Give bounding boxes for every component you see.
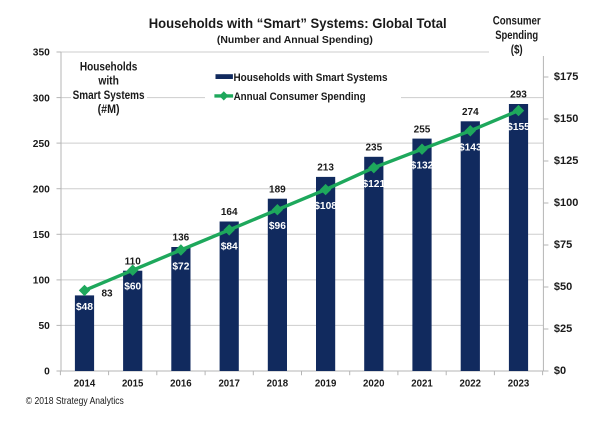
svg-text:Smart Systems: Smart Systems (73, 88, 145, 102)
svg-text:(Number and Annual Spending): (Number and Annual Spending) (217, 34, 373, 46)
svg-text:(#M): (#M) (98, 102, 120, 116)
svg-text:136: 136 (173, 233, 190, 244)
svg-text:$72: $72 (172, 262, 189, 273)
svg-text:$75: $75 (554, 239, 572, 251)
svg-text:300: 300 (33, 93, 50, 104)
svg-text:2021: 2021 (411, 379, 433, 390)
svg-text:2023: 2023 (508, 379, 530, 390)
svg-text:$96: $96 (269, 221, 286, 232)
svg-text:$175: $175 (554, 71, 578, 83)
svg-text:Spending: Spending (495, 28, 538, 42)
svg-text:350: 350 (33, 48, 50, 59)
svg-text:200: 200 (33, 184, 50, 195)
svg-text:Households with Smart Systems: Households with Smart Systems (234, 72, 388, 84)
svg-text:250: 250 (33, 139, 50, 150)
svg-text:293: 293 (510, 90, 527, 101)
svg-text:($): ($) (511, 42, 523, 56)
svg-text:150: 150 (33, 230, 50, 241)
svg-text:Annual Consumer Spending: Annual Consumer Spending (234, 91, 366, 103)
svg-text:189: 189 (269, 184, 286, 195)
svg-text:$143: $143 (459, 142, 482, 153)
svg-text:2018: 2018 (267, 379, 289, 390)
svg-text:235: 235 (365, 143, 382, 154)
svg-text:2020: 2020 (363, 379, 385, 390)
svg-text:$100: $100 (554, 197, 578, 209)
svg-text:© 2018 Strategy Analytics: © 2018 Strategy Analytics (26, 396, 124, 407)
svg-text:0: 0 (44, 367, 50, 378)
svg-text:Households: Households (80, 59, 138, 73)
svg-text:$132: $132 (411, 161, 434, 172)
svg-text:2014: 2014 (74, 379, 96, 390)
svg-text:2017: 2017 (218, 379, 240, 390)
svg-text:50: 50 (38, 321, 50, 332)
svg-text:with: with (97, 73, 118, 87)
svg-text:164: 164 (221, 207, 238, 218)
svg-text:83: 83 (101, 288, 113, 299)
svg-text:$25: $25 (554, 323, 572, 335)
svg-text:110: 110 (125, 256, 142, 267)
svg-text:Consumer: Consumer (493, 13, 541, 27)
svg-text:2015: 2015 (122, 379, 144, 390)
svg-text:213: 213 (317, 163, 334, 174)
svg-text:$0: $0 (554, 365, 566, 377)
svg-text:$60: $60 (124, 282, 141, 293)
svg-text:$121: $121 (362, 179, 385, 190)
svg-text:$84: $84 (221, 241, 238, 252)
svg-text:$48: $48 (76, 302, 93, 313)
svg-text:$125: $125 (554, 155, 578, 167)
svg-text:2022: 2022 (460, 379, 482, 390)
svg-text:$108: $108 (314, 201, 337, 212)
svg-text:2019: 2019 (315, 379, 337, 390)
svg-text:$50: $50 (554, 281, 572, 293)
svg-text:255: 255 (414, 124, 431, 135)
svg-text:100: 100 (33, 276, 50, 287)
svg-text:274: 274 (462, 107, 479, 118)
svg-text:$150: $150 (554, 113, 578, 125)
svg-text:$155: $155 (507, 122, 530, 133)
svg-text:Households with “Smart” System: Households with “Smart” Systems: Global … (149, 15, 447, 31)
svg-text:2016: 2016 (170, 379, 192, 390)
